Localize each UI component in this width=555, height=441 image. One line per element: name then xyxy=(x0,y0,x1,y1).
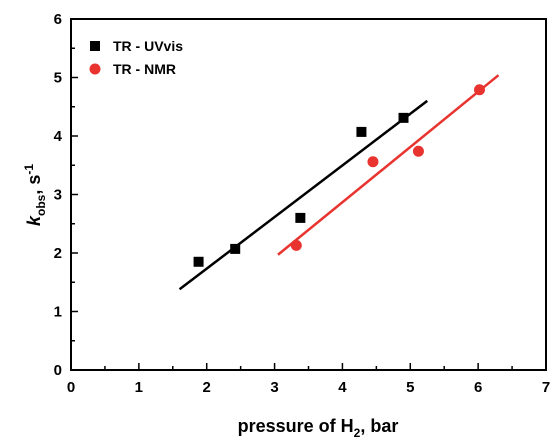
y-axis-title: kobs, s-1 xyxy=(22,164,48,226)
legend-marker-uvvis xyxy=(90,41,100,51)
fit-lines xyxy=(178,74,500,291)
x-axis-title-tail: , bar xyxy=(360,416,398,436)
y-tick-label: 2 xyxy=(54,245,62,262)
y-tick-label: 4 xyxy=(54,128,63,145)
fit-line-series-0 xyxy=(178,99,429,291)
y-axis-title-tail: , s xyxy=(24,175,44,195)
legend-label-nmr: TR - NMR xyxy=(113,61,176,77)
legend-marker-nmr xyxy=(89,63,101,75)
x-tick-label: 4 xyxy=(338,379,347,396)
x-tick-label: 1 xyxy=(135,379,143,396)
x-tick-label: 5 xyxy=(406,379,414,396)
data-point-series-1 xyxy=(290,239,302,251)
x-axis-title-main: pressure of H xyxy=(238,416,354,436)
x-tick-label: 7 xyxy=(542,379,550,396)
data-point-series-1 xyxy=(412,145,424,157)
data-point-series-0 xyxy=(398,112,409,123)
y-axis-title-k: k xyxy=(24,215,44,226)
plot-frame xyxy=(70,18,547,371)
data-point-series-0 xyxy=(230,243,241,254)
y-tick-label: 3 xyxy=(54,187,62,204)
data-point-series-1 xyxy=(367,156,379,168)
fit-line-series-1 xyxy=(277,74,500,256)
legend: TR - UVvis TR - NMR xyxy=(89,38,183,77)
tick-labels: 0 1 2 3 4 5 6 7 0 1 2 3 4 5 6 xyxy=(54,11,551,396)
data-point-series-1 xyxy=(474,84,485,96)
y-tick-label: 5 xyxy=(54,70,62,87)
x-axis-title-sub: 2 xyxy=(354,426,361,440)
y-axis-title-sub: obs xyxy=(34,194,48,216)
data-point-series-0 xyxy=(295,212,306,223)
data-points xyxy=(193,84,485,267)
x-tick-label: 6 xyxy=(474,379,482,396)
y-tick-label: 6 xyxy=(54,11,62,28)
data-point-series-0 xyxy=(356,126,367,137)
y-axis-title-sup: -1 xyxy=(22,164,36,175)
y-tick-label: 1 xyxy=(54,304,62,321)
x-axis-title: pressure of H2, bar xyxy=(238,416,399,440)
x-tick-label: 2 xyxy=(203,379,211,396)
y-tick-label: 0 xyxy=(54,362,62,379)
x-tick-label: 0 xyxy=(67,379,75,396)
legend-label-uvvis: TR - UVvis xyxy=(113,38,183,54)
x-tick-label: 3 xyxy=(270,379,278,396)
data-point-series-0 xyxy=(193,256,204,267)
